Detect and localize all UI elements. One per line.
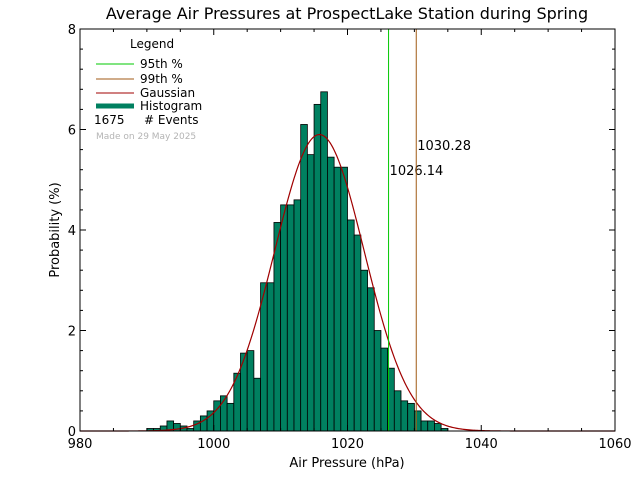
x-tick-label: 1000 (197, 437, 230, 452)
y-tick-label: 8 (68, 23, 76, 38)
histogram-bar (327, 156, 335, 432)
histogram-bar (353, 234, 362, 432)
y-tick-label: 6 (68, 124, 76, 139)
legend-label-99th: 99th % (140, 72, 183, 86)
histogram-bar (373, 330, 382, 432)
histogram-bar (434, 423, 442, 432)
legend-label-gaussian: Gaussian (140, 86, 195, 100)
y-axis-ticks: 0 2 4 6 8 (68, 23, 615, 440)
histogram-bar (293, 199, 302, 432)
y-tick-label: 0 (68, 425, 76, 440)
legend-label-histogram: Histogram (140, 99, 202, 113)
histogram-bar (226, 402, 235, 432)
histogram-bar (260, 282, 268, 432)
y-tick-label: 2 (68, 325, 76, 340)
legend: Legend 95th % 99th % Gaussian Histogram … (94, 37, 202, 142)
histogram-bar (246, 350, 255, 432)
y-tick-label: 4 (68, 224, 76, 239)
legend-title: Legend (130, 37, 174, 51)
histogram-bar (320, 91, 328, 432)
histogram-bar (427, 420, 435, 432)
histogram-bar (400, 400, 409, 432)
events-label: # Events (144, 113, 199, 127)
histogram-bar (367, 287, 375, 432)
histogram-bar (300, 124, 308, 432)
histogram-bar (393, 390, 402, 432)
legend-label-95th: 95th % (140, 57, 183, 71)
chart-title: Average Air Pressures at ProspectLake St… (106, 4, 588, 23)
histogram-bar (380, 347, 389, 432)
histogram-bar (213, 400, 221, 432)
histogram-bar (333, 166, 342, 432)
histogram-bar (273, 222, 282, 432)
x-tick-label: 1060 (598, 437, 631, 452)
histogram-bar (313, 103, 322, 432)
x-tick-label: 1020 (331, 437, 364, 452)
histogram-bar (407, 402, 415, 432)
histogram-bar (340, 166, 348, 432)
made-on-note: Made on 29 May 2025 (96, 132, 196, 142)
histogram-bars (146, 91, 449, 432)
histogram-bar (253, 377, 261, 432)
histogram-bar (266, 282, 275, 432)
histogram-bar (286, 204, 295, 432)
histogram-bar (420, 420, 429, 432)
x-axis-label: Air Pressure (hPa) (289, 456, 404, 471)
x-tick-label: 980 (68, 437, 93, 452)
histogram-bar (360, 269, 368, 432)
x-tick-label: 1040 (465, 437, 498, 452)
events-count: 1675 (94, 113, 125, 127)
y-axis-label: Probability (%) (48, 182, 63, 277)
histogram-bar (347, 219, 355, 432)
histogram-bar (280, 204, 288, 432)
histogram-bar (306, 154, 315, 432)
percentile-label: 1030.28 (417, 139, 471, 154)
histogram-bar (413, 410, 422, 432)
x-axis-ticks: 980 1000 1020 1040 1060 (68, 29, 632, 452)
